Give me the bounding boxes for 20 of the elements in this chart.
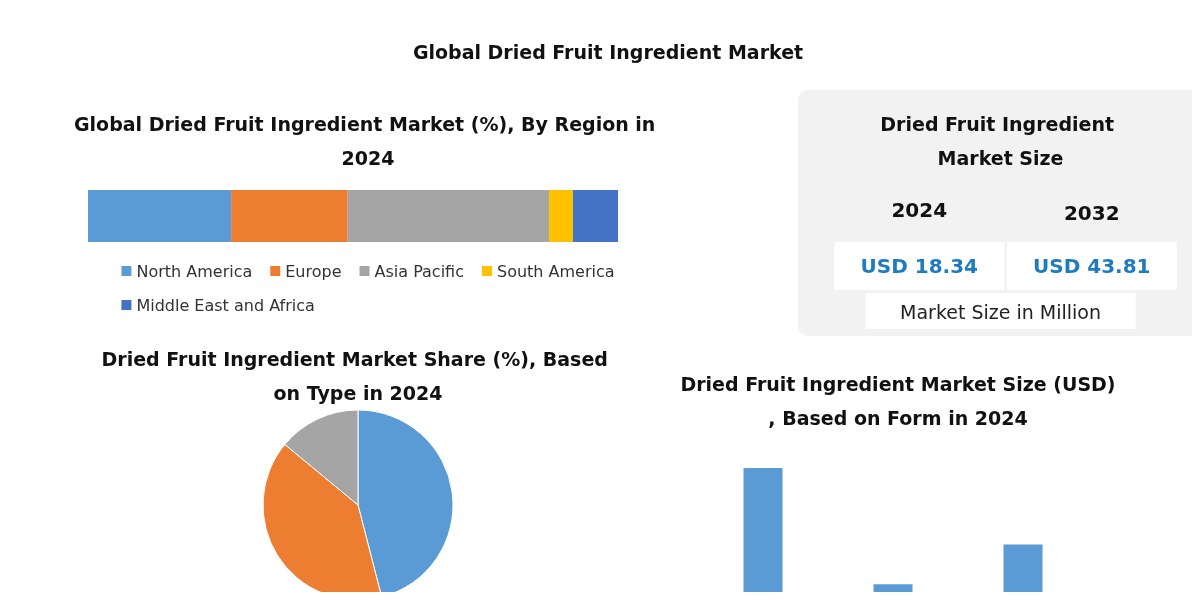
chart-title: Global Dried Fruit Ingredient Market (%), By Region in 2024 [73,113,663,169]
bar [549,190,573,242]
text: Dried Fruit Ingredient Market Size [880,113,1121,169]
legend-label: Middle East and Africa [136,295,315,315]
chart-title: Dried Fruit Ingredient Market Share (%), Based on Type in 2024 [101,348,615,404]
bar [347,190,550,242]
legend-label: Europe [285,261,342,281]
bar [88,190,232,242]
bar [231,190,348,242]
text: Global Dried Fruit Ingredient Market [412,41,804,63]
data-label: USD 43.81 [1033,254,1151,278]
legend-label: Asia Pacific [374,261,464,281]
data-label: USD 18.34 [860,254,978,278]
text: Market Size in Million [900,301,1101,323]
chart-title: Dried Fruit Ingredient Market Size (USD), Based on Form in 2024 [680,373,1116,429]
bar [572,190,618,242]
legend-label: North America [136,261,253,281]
category-label: 2032 [1063,201,1120,225]
category-label: 2024 [891,198,948,222]
legend-label: South America [496,261,615,281]
